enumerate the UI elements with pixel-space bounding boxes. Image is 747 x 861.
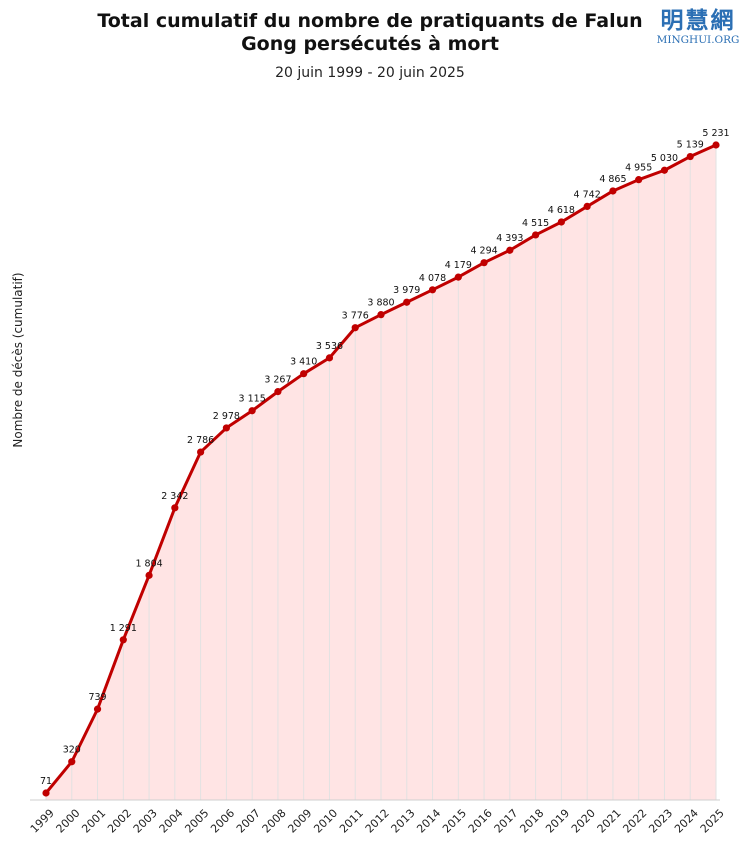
data-point bbox=[712, 141, 720, 149]
x-tick-label: 2015 bbox=[440, 807, 469, 836]
data-label: 4 515 bbox=[522, 218, 549, 229]
data-label: 3 776 bbox=[342, 311, 369, 322]
data-point bbox=[274, 388, 282, 396]
x-tick-label: 2023 bbox=[646, 807, 675, 836]
x-tick-label: 2012 bbox=[363, 807, 392, 836]
data-label: 71 bbox=[40, 776, 52, 787]
data-label: 5 139 bbox=[677, 140, 704, 151]
x-tick-label: 2001 bbox=[79, 807, 108, 836]
x-tick-label: 2003 bbox=[131, 807, 160, 836]
data-label: 3 979 bbox=[393, 285, 420, 296]
data-label: 1 804 bbox=[135, 558, 162, 569]
x-tick-label: 2014 bbox=[414, 807, 443, 836]
chart-title: Total cumulatif du nombre de pratiquants… bbox=[97, 10, 643, 55]
data-label: 4 618 bbox=[548, 205, 575, 216]
data-point bbox=[583, 202, 591, 211]
data-label: 4 294 bbox=[470, 246, 497, 257]
x-tick-label: 2002 bbox=[105, 807, 134, 836]
minghui-logo: 明慧網 MINGHUI.ORG bbox=[652, 7, 744, 47]
data-point bbox=[68, 758, 76, 766]
x-tick-label: 2017 bbox=[492, 807, 521, 836]
data-point bbox=[222, 424, 230, 432]
x-tick-label: 2011 bbox=[337, 807, 366, 836]
data-label: 4 078 bbox=[419, 273, 446, 284]
data-point bbox=[635, 176, 643, 184]
data-label: 4 955 bbox=[625, 163, 652, 174]
data-point bbox=[377, 311, 385, 319]
data-point bbox=[660, 166, 669, 174]
data-label: 4 179 bbox=[445, 260, 472, 271]
data-label: 4 393 bbox=[496, 233, 523, 244]
x-tick-label: 2019 bbox=[543, 807, 572, 836]
data-point bbox=[351, 324, 359, 332]
data-label: 2 978 bbox=[213, 411, 240, 422]
data-label: 1 291 bbox=[110, 623, 137, 634]
data-point bbox=[532, 231, 540, 239]
x-tick-label: 2024 bbox=[672, 807, 701, 836]
data-label: 2 786 bbox=[187, 435, 214, 446]
data-point bbox=[171, 504, 179, 512]
x-tick-label: 2022 bbox=[620, 807, 649, 836]
x-tick-label: 2005 bbox=[182, 807, 211, 836]
data-label: 3 880 bbox=[367, 298, 394, 309]
x-tick-label: 2006 bbox=[208, 807, 237, 836]
x-tick-label: 1999 bbox=[28, 807, 57, 836]
data-label: 2 342 bbox=[161, 491, 188, 502]
x-tick-label: 2018 bbox=[517, 807, 546, 836]
data-point bbox=[197, 448, 205, 456]
data-label: 4 742 bbox=[574, 189, 601, 200]
data-point bbox=[325, 354, 334, 362]
data-label: 3 115 bbox=[239, 394, 266, 405]
data-point bbox=[93, 705, 102, 713]
data-label: 739 bbox=[88, 692, 106, 703]
data-label: 4 865 bbox=[599, 174, 626, 185]
logo-english-text: MINGHUI.ORG bbox=[656, 34, 740, 46]
data-point bbox=[480, 259, 488, 267]
x-tick-label: 2010 bbox=[311, 807, 340, 836]
x-tick-label: 2025 bbox=[698, 807, 727, 836]
data-label: 3 536 bbox=[316, 341, 343, 352]
data-point bbox=[248, 407, 256, 415]
data-point bbox=[119, 636, 127, 644]
data-label: 5 231 bbox=[702, 128, 729, 139]
data-point bbox=[403, 298, 411, 306]
x-tick-label: 2008 bbox=[260, 807, 289, 836]
x-tick-label: 2020 bbox=[569, 807, 598, 836]
data-label: 5 030 bbox=[651, 153, 678, 164]
data-point bbox=[609, 187, 617, 195]
data-point bbox=[145, 571, 153, 579]
data-point bbox=[454, 273, 462, 281]
data-label: 320 bbox=[63, 745, 81, 756]
x-tick-label: 2009 bbox=[285, 807, 314, 836]
data-point bbox=[686, 152, 694, 161]
data-point bbox=[428, 286, 437, 294]
data-label: 3 410 bbox=[290, 357, 317, 368]
data-point bbox=[506, 246, 514, 254]
x-tick-label: 2000 bbox=[54, 807, 83, 836]
logo-chinese-text: 明慧網 bbox=[660, 7, 736, 34]
data-label: 3 267 bbox=[264, 375, 291, 386]
data-point bbox=[300, 370, 308, 378]
data-point bbox=[42, 789, 50, 797]
x-tick-label: 2007 bbox=[234, 807, 263, 836]
data-point bbox=[557, 218, 565, 226]
x-tick-label: 2013 bbox=[389, 807, 418, 836]
x-tick-label: 2016 bbox=[466, 807, 495, 836]
x-tick-label: 2004 bbox=[157, 807, 186, 836]
chart-subtitle: 20 juin 1999 - 20 juin 2025 bbox=[275, 65, 465, 81]
x-tick-label: 2021 bbox=[595, 807, 624, 836]
